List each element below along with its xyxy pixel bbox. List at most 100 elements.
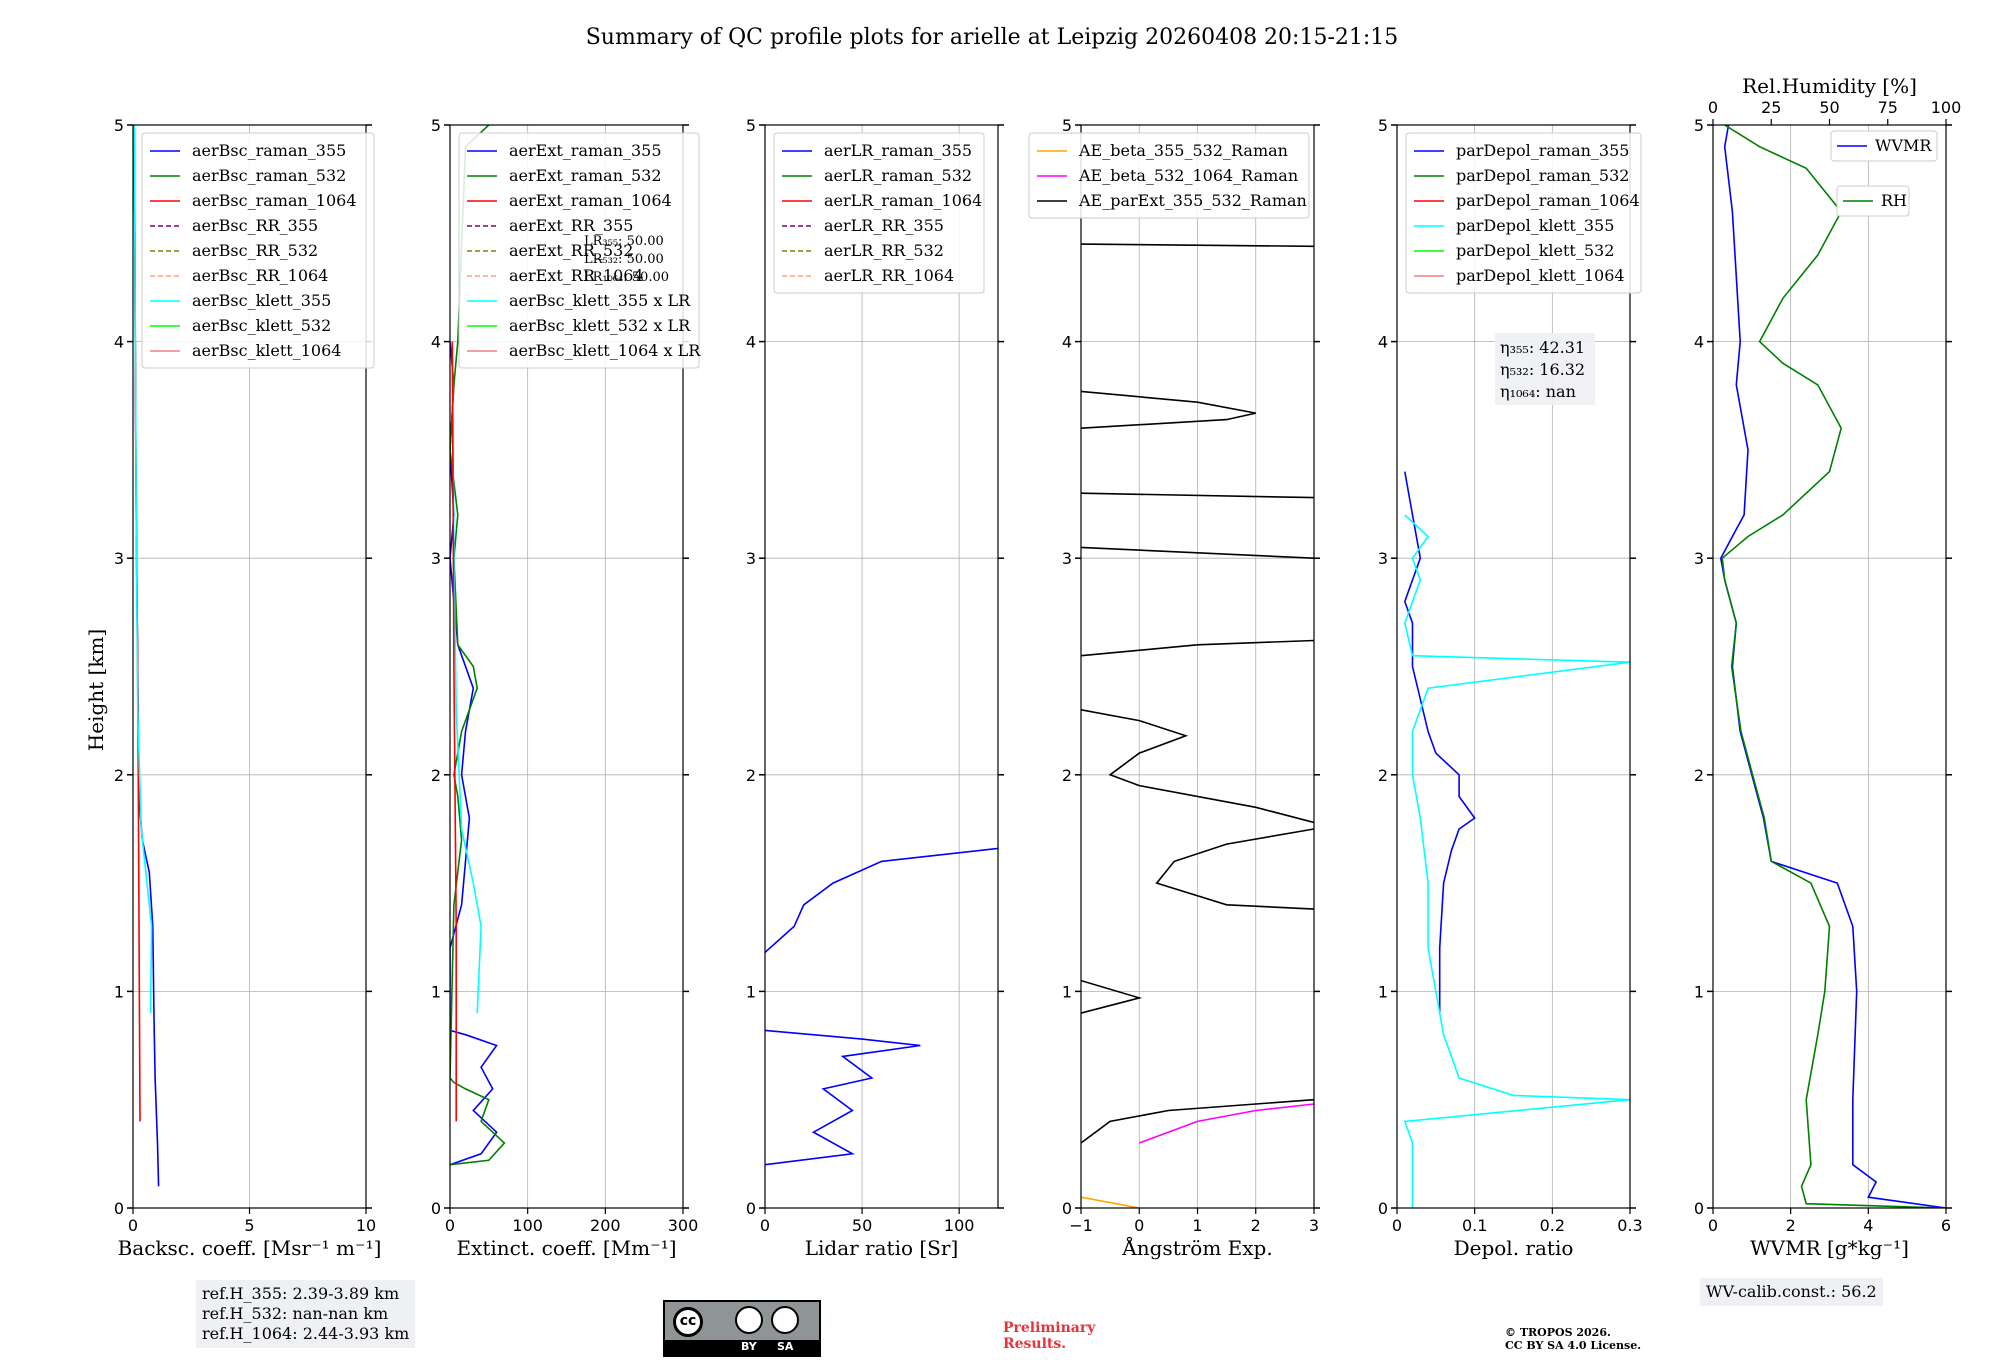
- legend-entry: aerExt_RR_355: [509, 216, 633, 235]
- x-tick-label: 6: [1941, 1216, 1951, 1235]
- legend-box: [1830, 130, 1938, 162]
- x-tick-label: 1: [1192, 1216, 1202, 1235]
- series-parDepol_raman_355: [1403, 471, 1476, 1014]
- y-tick-label: 1: [114, 982, 124, 1001]
- x-tick-label: 0: [760, 1216, 770, 1235]
- x-tick-label: 3: [1309, 1216, 1319, 1235]
- legend-entry: aerLR_RR_355: [824, 216, 944, 235]
- x-tick-label: 2: [1786, 1216, 1796, 1235]
- series-AE_beta_355_532_Raman: [1081, 1196, 1140, 1208]
- y-tick-label: 1: [1062, 982, 1072, 1001]
- y-axis-label: Height [km]: [84, 629, 108, 751]
- x2-tick-label: 50: [1819, 98, 1839, 117]
- series-group: [765, 847, 998, 1166]
- legend-entry: parDepol_raman_1064: [1456, 191, 1640, 210]
- y-tick-label: 4: [114, 333, 124, 352]
- ref-height-box: ref.H_355: 2.39-3.89 km ref.H_532: nan-n…: [196, 1280, 416, 1348]
- legend-entry: aerBsc_RR_355: [192, 216, 318, 235]
- legend-entry: parDepol_klett_532: [1456, 241, 1614, 260]
- x-tick-label: 0.3: [1617, 1216, 1642, 1235]
- x-tick-label: 0: [1708, 1216, 1718, 1235]
- ref-h-1064: ref.H_1064: 2.44-3.93 km: [202, 1324, 410, 1343]
- x-tick-label: 5: [244, 1216, 254, 1235]
- legend-entry: aerBsc_klett_1064 x LR: [509, 341, 701, 360]
- x-tick-label: 200: [590, 1216, 621, 1235]
- y-tick-label: 3: [746, 549, 756, 568]
- wv-calib-const: WV-calib.const.: 56.2: [1706, 1282, 1877, 1301]
- eta-box: [1495, 333, 1595, 405]
- series-group: [1403, 471, 1630, 1208]
- panel-5: 0 1 2 3 4 5 0 0.1 0.2 0.3 Depol. ratio parDepol_ram…: [1378, 116, 1643, 1260]
- x-tick-label: 0: [445, 1216, 455, 1235]
- y-tick-label: 3: [1378, 549, 1388, 568]
- preliminary-line-2: Results.: [1003, 1336, 1067, 1352]
- legend-box: [773, 132, 985, 294]
- x2-tick-label: 0: [1708, 98, 1718, 117]
- series-aerExt_raman_532: [450, 125, 506, 1166]
- y-tick-label: 5: [1062, 116, 1072, 135]
- legend-entry: aerBsc_klett_355 x LR: [509, 291, 691, 310]
- y-tick-label: 5: [431, 116, 441, 135]
- y-tick-label: 4: [1694, 333, 1704, 352]
- lr-note: LR₃₅₅: 50.00: [584, 234, 664, 249]
- copyright-note: © TROPOS 2026. CC BY SA 4.0 License.: [1505, 1326, 1641, 1352]
- legend-entry: parDepol_raman_355: [1456, 141, 1629, 160]
- legend-box: [1028, 132, 1310, 219]
- x-tick-label: 0.1: [1462, 1216, 1487, 1235]
- legend-entry: aerExt_RR_532: [509, 241, 633, 260]
- series-AE_parExt_355_532_Raman_5: [1081, 639, 1314, 657]
- preliminary-note: Preliminary Results.: [1003, 1320, 1095, 1352]
- series-group: [133, 125, 160, 1187]
- wv-calib-box: WV-calib.const.: 56.2: [1700, 1278, 1883, 1306]
- x-tick-label: 2: [1251, 1216, 1261, 1235]
- series-AE_parExt_355_532_Raman: [1081, 1098, 1314, 1144]
- y-tick-label: 4: [431, 333, 441, 352]
- legend-entry: aerLR_raman_355: [824, 141, 972, 160]
- eta-entry: η₃₅₅: 42.31: [1500, 338, 1585, 357]
- legend-entry: aerLR_raman_532: [824, 166, 972, 185]
- legend-entry: aerBsc_RR_532: [192, 241, 318, 260]
- legend-entry: parDepol_klett_1064: [1456, 266, 1625, 285]
- y-tick-label: 1: [431, 982, 441, 1001]
- y-tick-label: 3: [114, 549, 124, 568]
- x-tick-label: 0: [1134, 1216, 1144, 1235]
- legend-entry: aerBsc_klett_532 x LR: [509, 316, 691, 335]
- legend-entry: aerExt_RR_1064: [509, 266, 644, 285]
- y-tick-label: 2: [431, 766, 441, 785]
- ref-h-532: ref.H_532: nan-nan km: [202, 1304, 389, 1323]
- series-aerLR_raman_355_upper: [765, 847, 998, 953]
- x-tick-label: 100: [944, 1216, 975, 1235]
- legend-entry: aerExt_raman_355: [509, 141, 662, 160]
- figure-title: Summary of QC profile plots for arielle …: [586, 25, 1399, 50]
- y-tick-label: 4: [1062, 333, 1072, 352]
- y-tick-label: 1: [1694, 982, 1704, 1001]
- legend-entry: aerExt_raman_1064: [509, 191, 672, 210]
- series-WVMR: [1719, 125, 1946, 1208]
- y-tick-label: 4: [1378, 333, 1388, 352]
- sa-label: SA: [777, 1340, 794, 1353]
- y-tick-label: 2: [1062, 766, 1072, 785]
- series-AE_parExt_355_532_Raman_3: [1155, 828, 1314, 910]
- series-AE_parExt_355_532_Raman_9: [1081, 243, 1314, 248]
- series-parDepol_klett_355: [1403, 514, 1630, 1208]
- cc-icon: cc: [673, 1307, 703, 1337]
- y-tick-label: 2: [1378, 766, 1388, 785]
- legend-entry: aerBsc_klett_1064: [192, 341, 341, 360]
- x-tick-label: 0.2: [1540, 1216, 1565, 1235]
- x-axis-label: Ångström Exp.: [1121, 1235, 1272, 1260]
- x-axis-label: Lidar ratio [Sr]: [805, 1236, 959, 1260]
- legend-entry: aerBsc_RR_1064: [192, 266, 328, 285]
- legend-entry: aerBsc_klett_532: [192, 316, 331, 335]
- series-AE_parExt_355_532_Raman_8: [1081, 390, 1256, 429]
- preliminary-line-1: Preliminary: [1003, 1320, 1096, 1336]
- series-aerLR_raman_355: [765, 1029, 921, 1166]
- legend-entry: AE_beta_532_1064_Raman: [1078, 166, 1298, 185]
- series-AE_parExt_355_532_Raman_7: [1081, 492, 1314, 499]
- x-axis-label: Extinct. coeff. [Mm⁻¹]: [456, 1236, 676, 1260]
- x-tick-label: 100: [512, 1216, 543, 1235]
- axes-frame: [764, 124, 999, 1209]
- axes-frame: [449, 124, 684, 1209]
